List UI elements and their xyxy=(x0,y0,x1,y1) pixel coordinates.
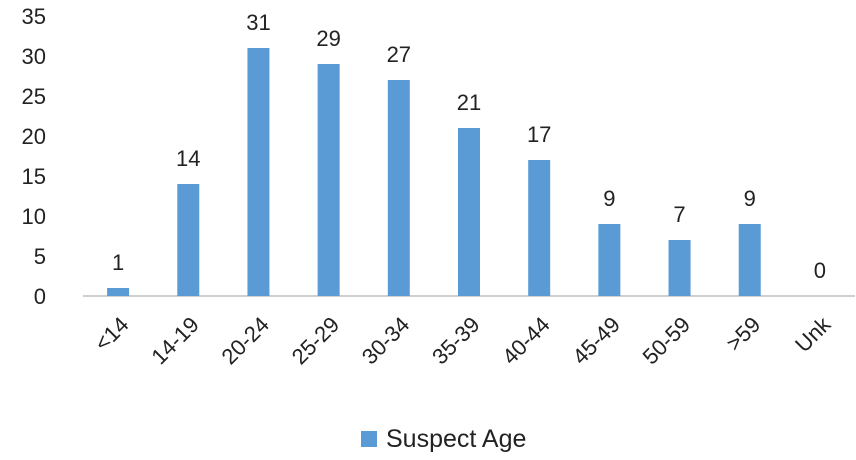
data-label: 1 xyxy=(112,250,124,275)
y-tick-label: 20 xyxy=(22,124,46,149)
bar xyxy=(387,80,410,296)
x-tick-label: Unk xyxy=(790,311,836,357)
x-tick-label: 45-49 xyxy=(567,312,624,369)
y-axis: 0 5 10 15 20 25 30 35 xyxy=(22,4,46,309)
bar-series xyxy=(107,48,761,296)
data-labels: 1 14 31 29 27 21 17 9 7 9 0 xyxy=(112,10,826,283)
data-label: 14 xyxy=(176,146,200,171)
data-label: 21 xyxy=(457,90,481,115)
x-tick-label: 25-29 xyxy=(287,312,344,369)
x-tick-label: 14-19 xyxy=(146,312,203,369)
x-tick-label: 50-59 xyxy=(638,312,695,369)
x-tick-label: 20-24 xyxy=(217,312,274,369)
legend-label: Suspect Age xyxy=(386,425,526,453)
x-tick-label: 30-34 xyxy=(357,312,414,369)
data-label: 29 xyxy=(316,26,340,51)
x-tick-label: 35-39 xyxy=(427,312,484,369)
bar xyxy=(317,64,340,296)
legend-swatch xyxy=(361,431,377,447)
bar xyxy=(107,288,130,296)
y-tick-label: 25 xyxy=(22,84,46,109)
x-tick-label: 40-44 xyxy=(497,312,554,369)
data-label: 31 xyxy=(246,10,270,35)
bar xyxy=(458,128,480,296)
data-label: 0 xyxy=(814,258,826,283)
bar xyxy=(528,160,551,296)
y-tick-label: 15 xyxy=(22,164,46,189)
legend: Suspect Age xyxy=(361,425,526,453)
data-label: 9 xyxy=(603,186,615,211)
y-tick-label: 30 xyxy=(22,44,46,69)
x-tick-label: >59 xyxy=(721,312,765,356)
bar xyxy=(177,184,200,296)
data-label: 7 xyxy=(673,202,685,227)
data-label: 9 xyxy=(744,186,756,211)
x-tick-label: <14 xyxy=(90,312,134,356)
bar xyxy=(247,48,270,296)
data-label: 27 xyxy=(387,42,411,67)
y-tick-label: 10 xyxy=(22,204,46,229)
x-axis: <14 14-19 20-24 25-29 30-34 35-39 40-44 45-49 50… xyxy=(83,295,855,369)
y-tick-label: 5 xyxy=(34,244,46,269)
bar xyxy=(668,240,691,296)
bar xyxy=(738,224,761,296)
bar xyxy=(598,224,621,296)
y-tick-label: 35 xyxy=(22,4,46,29)
data-label: 17 xyxy=(527,122,551,147)
y-tick-label: 0 xyxy=(34,284,46,309)
